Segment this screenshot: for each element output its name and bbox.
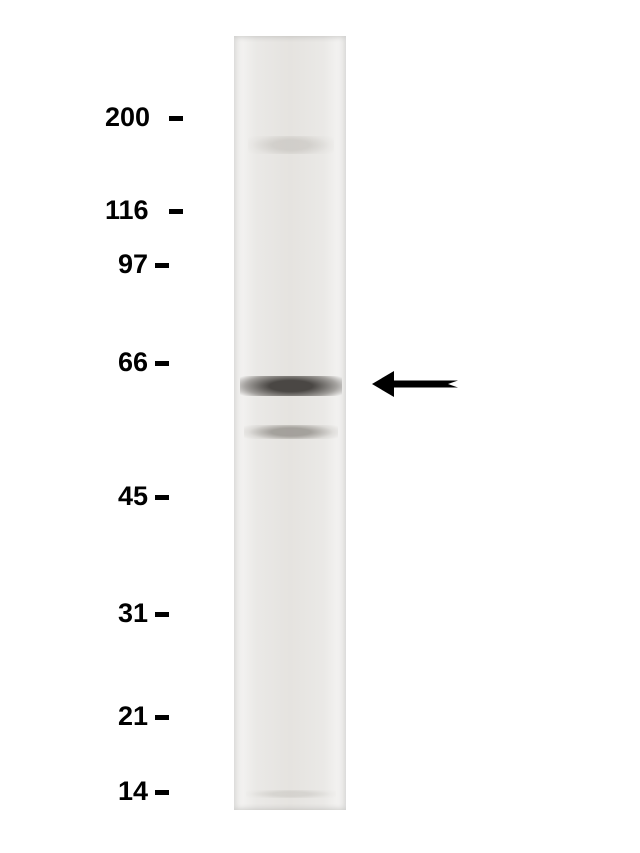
protein-band: [244, 425, 338, 439]
marker-tick: [169, 209, 183, 214]
marker-label: 14: [118, 776, 148, 807]
marker-label: 31: [118, 598, 148, 629]
protein-band: [246, 790, 336, 798]
western-blot-figure: 200 116 97 66 45 31 21 14: [0, 0, 640, 853]
indicator-arrow: [370, 369, 470, 399]
marker-tick: [155, 263, 169, 268]
marker-label: 66: [118, 347, 148, 378]
marker-tick: [155, 715, 169, 720]
marker-tick: [155, 790, 169, 795]
marker-tick: [155, 361, 169, 366]
marker-label: 21: [118, 701, 148, 732]
marker-label: 116: [105, 195, 149, 226]
marker-label: 200: [105, 102, 150, 133]
marker-label: 97: [118, 249, 148, 280]
marker-tick: [155, 612, 169, 617]
protein-band: [248, 136, 334, 154]
marker-tick: [155, 495, 169, 500]
arrow-icon: [370, 369, 470, 399]
marker-tick: [169, 116, 183, 121]
protein-band: [240, 376, 342, 396]
marker-label: 45: [118, 481, 148, 512]
